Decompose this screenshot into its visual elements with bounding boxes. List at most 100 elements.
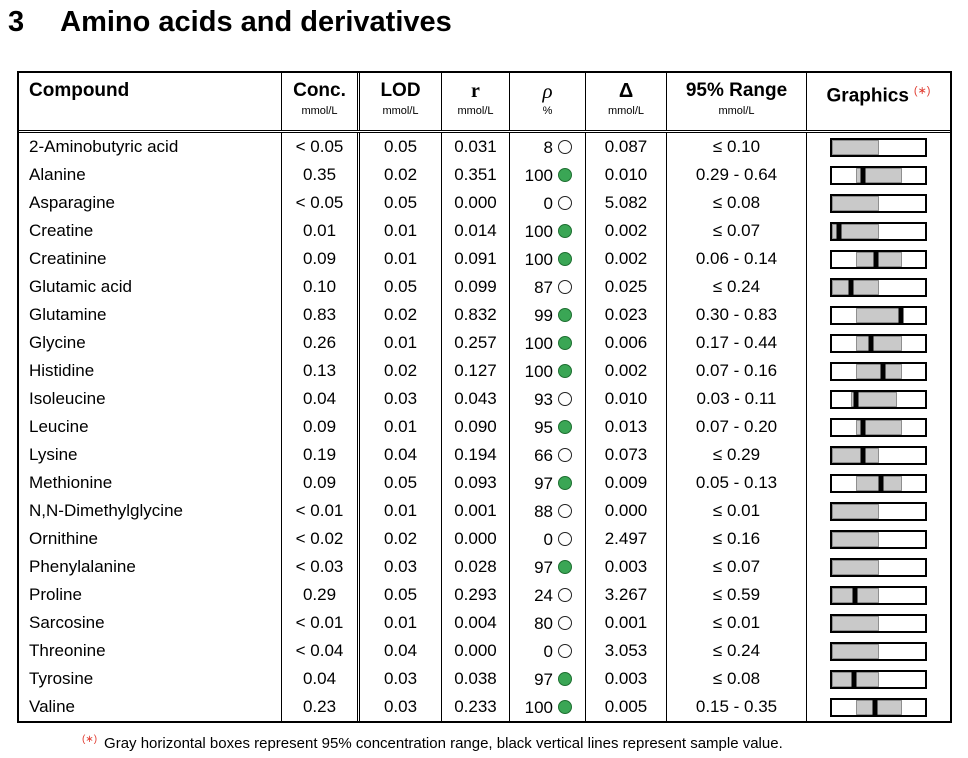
sample-value-line: [873, 251, 879, 267]
compound-name: Asparagine: [29, 193, 116, 212]
table-row: Phenylalanine < 0.03 0.03 0.028 97 0.003…: [19, 553, 950, 581]
lod-value: 0.01: [357, 497, 441, 525]
range-value: 0.17 - 0.44: [666, 329, 806, 357]
graphics-cell: [806, 133, 950, 161]
range-value: ≤ 0.24: [666, 637, 806, 665]
compound-name: Ornithine: [29, 529, 98, 548]
rho-value: 97: [534, 557, 553, 577]
lod-value: 0.02: [357, 357, 441, 385]
lod-value: 0.03: [357, 385, 441, 413]
range-bar-gray-box: [850, 391, 898, 407]
range-value: 0.06 - 0.14: [666, 245, 806, 273]
footnote-marker-icon: (∗): [913, 85, 931, 97]
rho-value: 87: [534, 277, 553, 297]
graphics-cell: [806, 189, 950, 217]
rho-cell: 97: [509, 553, 585, 581]
status-circle-icon: [558, 252, 572, 266]
compound-name: Creatinine: [29, 249, 107, 268]
range-bar: [830, 305, 927, 325]
header-r: r mmol/L: [441, 73, 509, 130]
compound-name: Threonine: [29, 641, 106, 660]
compound-name: Tyrosine: [29, 669, 94, 688]
table-row: Asparagine < 0.05 0.05 0.000 0 5.082 ≤ 0…: [19, 189, 950, 217]
range-bar: [830, 613, 927, 633]
range-bar-gray-box: [832, 195, 879, 211]
r-value: 0.001: [441, 497, 509, 525]
lod-value: 0.05: [357, 273, 441, 301]
range-value: 0.07 - 0.16: [666, 357, 806, 385]
range-bar: [830, 417, 927, 437]
lod-value: 0.05: [357, 189, 441, 217]
lod-value: 0.05: [357, 469, 441, 497]
delta-value: 0.009: [585, 469, 666, 497]
range-value: ≤ 0.07: [666, 553, 806, 581]
conc-value: 0.01: [281, 217, 357, 245]
status-circle-icon: [558, 336, 572, 350]
delta-value: 0.001: [585, 609, 666, 637]
sample-value-line: [836, 223, 842, 239]
header-graphics: Graphics (∗): [806, 73, 950, 130]
status-circle-icon: [558, 196, 572, 210]
table-row: Methionine 0.09 0.05 0.093 97 0.009 0.05…: [19, 469, 950, 497]
sample-value-line: [848, 279, 854, 295]
conc-value: 0.26: [281, 329, 357, 357]
conc-value: 0.35: [281, 161, 357, 189]
compound-name: Proline: [29, 585, 82, 604]
sample-value-line: [880, 363, 886, 379]
rho-cell: 100: [509, 245, 585, 273]
range-bar: [830, 697, 927, 717]
compound-name: Phenylalanine: [29, 557, 136, 576]
sample-value-line: [852, 587, 858, 603]
header-range: 95% Range mmol/L: [666, 73, 806, 130]
table-row: Glutamine 0.83 0.02 0.832 99 0.023 0.30 …: [19, 301, 950, 329]
lod-value: 0.02: [357, 161, 441, 189]
range-value: 0.05 - 0.13: [666, 469, 806, 497]
rho-value: 8: [543, 137, 553, 157]
table-header-row: Compound Conc. mmol/L LOD mmol/L r mmol/…: [19, 73, 950, 133]
graphics-cell: [806, 609, 950, 637]
graphics-cell: [806, 525, 950, 553]
table-row: Glycine 0.26 0.01 0.257 100 0.006 0.17 -…: [19, 329, 950, 357]
rho-value: 88: [534, 501, 553, 521]
range-bar: [830, 277, 927, 297]
delta-value: 0.000: [585, 497, 666, 525]
rho-value: 93: [534, 389, 553, 409]
conc-value: 0.04: [281, 385, 357, 413]
conc-value: 0.04: [281, 665, 357, 693]
lod-value: 0.03: [357, 553, 441, 581]
rho-value: 100: [524, 361, 553, 381]
rho-cell: 87: [509, 273, 585, 301]
range-value: 0.30 - 0.83: [666, 301, 806, 329]
lod-value: 0.01: [357, 609, 441, 637]
range-bar-gray-box: [832, 447, 879, 463]
r-value: 0.090: [441, 413, 509, 441]
table-row: 2-Aminobutyric acid < 0.05 0.05 0.031 8 …: [19, 133, 950, 161]
status-circle-icon: [558, 700, 572, 714]
delta-value: 0.003: [585, 665, 666, 693]
delta-value: 3.267: [585, 581, 666, 609]
range-bar: [830, 333, 927, 353]
r-value: 0.000: [441, 525, 509, 553]
delta-value: 0.002: [585, 217, 666, 245]
rho-value: 24: [534, 585, 553, 605]
rho-value: 0: [543, 193, 553, 213]
status-circle-icon: [558, 588, 572, 602]
status-circle-icon: [558, 420, 572, 434]
rho-value: 100: [524, 697, 553, 717]
range-bar-gray-box: [832, 223, 879, 239]
range-value: ≤ 0.08: [666, 665, 806, 693]
compound-name: Alanine: [29, 165, 86, 184]
delta-value: 5.082: [585, 189, 666, 217]
sample-value-line: [860, 167, 866, 183]
delta-value: 0.006: [585, 329, 666, 357]
range-value: 0.15 - 0.35: [666, 693, 806, 721]
status-circle-icon: [558, 392, 572, 406]
footnote: (∗) Gray horizontal boxes represent 95% c…: [82, 734, 783, 752]
range-bar-gray-box: [856, 167, 902, 183]
r-value: 0.257: [441, 329, 509, 357]
graphics-cell: [806, 273, 950, 301]
rho-cell: 0: [509, 525, 585, 553]
table-row: Valine 0.23 0.03 0.233 100 0.005 0.15 - …: [19, 693, 950, 721]
range-value: ≤ 0.07: [666, 217, 806, 245]
conc-value: < 0.02: [281, 525, 357, 553]
